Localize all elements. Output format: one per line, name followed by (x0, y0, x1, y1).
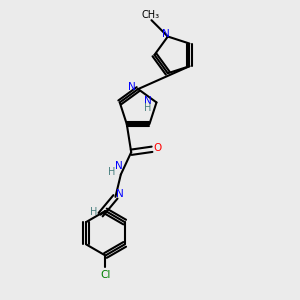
Text: H: H (145, 103, 152, 113)
Text: H: H (108, 167, 115, 177)
Text: H: H (90, 207, 98, 217)
Text: N: N (144, 96, 152, 106)
Text: N: N (116, 189, 124, 199)
Text: N: N (116, 161, 123, 171)
Text: N: N (128, 82, 135, 92)
Text: N: N (162, 29, 170, 39)
Text: Cl: Cl (100, 270, 111, 280)
Text: O: O (154, 143, 162, 153)
Text: CH₃: CH₃ (142, 10, 160, 20)
